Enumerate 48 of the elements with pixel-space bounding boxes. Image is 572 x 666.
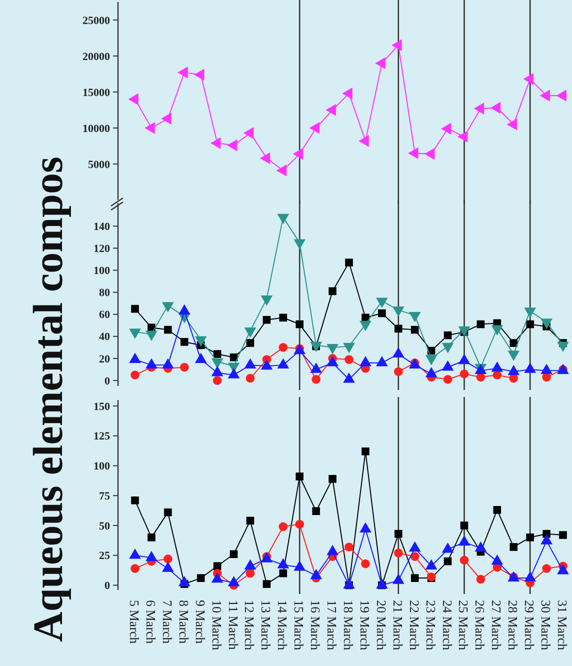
x-tick-label: 26 March [472,600,488,651]
x-tick-label: 22 March [406,600,422,651]
x-tick-label: 6 March [143,600,158,644]
y-tick-label: 20 [99,353,110,366]
x-tick-label: 15 March [292,600,307,651]
y-tick-label: 10000 [82,122,110,135]
x-tick-label: 24 March [440,600,455,651]
y-tick-label: 0 [104,580,110,592]
y-tick-label: 75 [99,490,110,502]
y-tick-label: 50 [99,520,110,532]
x-tick-label: 5 March [127,600,142,644]
y-tick-label: 100 [94,265,110,278]
x-tick-label: 16 March [308,600,324,651]
x-tick-label: 14 March [275,600,290,651]
y-tick-label: 125 [94,430,110,443]
y-tick-label: 80 [99,287,110,300]
x-tick-label: 19 March [357,600,372,651]
y-axis-title: Aqueous elemental compos [26,156,72,642]
x-tick-label: 20 March [374,600,389,651]
x-tick-label: 9 March [192,600,208,644]
y-tick-label: 25000 [82,14,110,27]
y-tick-label: 100 [94,460,110,473]
x-tick-label: 28 March [506,600,521,651]
y-tick-label: 150 [94,400,110,413]
x-tick-label: 23 March [423,600,438,651]
x-tick-label: 10 March [209,600,224,651]
x-tick-label: 17 March [324,600,340,651]
x-tick-label: 8 March [176,600,192,644]
x-tick-label: 27 March [489,600,504,651]
x-tick-label: 25 March [456,600,472,651]
y-tick-label: 140 [94,221,110,233]
y-tick-label: 40 [99,331,110,344]
x-tick-label: 30 March [538,600,554,651]
y-tick-label: 5000 [88,158,110,171]
y-tick-label: 60 [99,309,110,322]
x-tick-label: 29 March [522,600,538,651]
x-tick-label: 31 March [555,600,570,651]
x-tick-label: 13 March [258,600,274,651]
x-tick-label: 7 March [160,600,175,644]
y-tick-label: 120 [94,243,110,256]
y-tick-label: 25 [99,550,110,562]
x-tick-label: 12 March [242,600,258,651]
x-tick-label: 21 March [390,600,406,651]
y-tick-label: 0 [104,375,110,388]
x-tick-label: 11 March [226,600,241,650]
y-tick-label: 15000 [82,86,110,99]
y-tick-label: 20000 [82,50,110,63]
x-tick-label: 18 March [341,600,356,651]
